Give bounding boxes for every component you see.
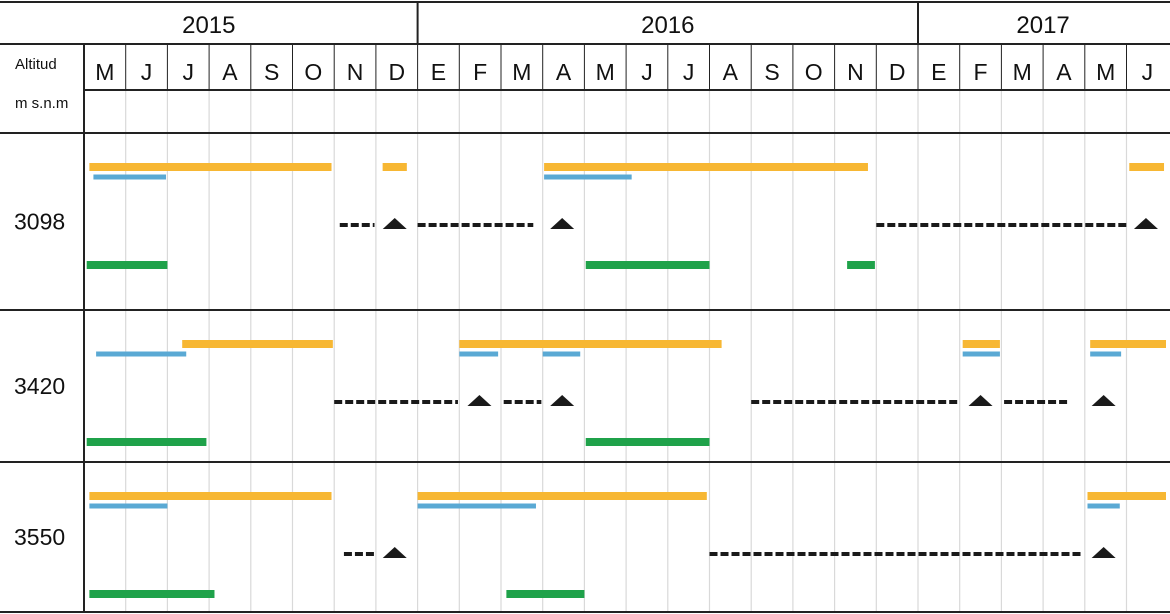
orange-bar xyxy=(962,340,1000,348)
orange-bar xyxy=(459,340,722,348)
altitude-label: 3098 xyxy=(14,209,65,235)
orange-bar xyxy=(89,163,332,171)
month-label: A xyxy=(1056,59,1072,85)
corner-header-unit: m s.n.m xyxy=(15,95,68,112)
triangle-marker xyxy=(1091,395,1116,406)
blue-bar xyxy=(93,174,167,180)
month-label: M xyxy=(1013,59,1032,85)
month-label: F xyxy=(974,59,988,85)
blue-bar xyxy=(417,503,536,509)
green-bar xyxy=(506,590,585,598)
year-label: 2016 xyxy=(641,12,694,39)
corner-header-altitud: Altitud xyxy=(15,56,57,73)
month-label: E xyxy=(431,59,446,85)
blue-bar xyxy=(1087,503,1120,509)
month-label: J xyxy=(641,59,653,85)
month-label: A xyxy=(222,59,238,85)
month-label: J xyxy=(183,59,195,85)
green-bar xyxy=(86,438,207,446)
orange-bar xyxy=(89,492,332,500)
blue-bar xyxy=(544,174,632,180)
orange-bar xyxy=(1090,340,1166,348)
month-label: M xyxy=(596,59,615,85)
orange-bar xyxy=(1129,163,1165,171)
altitude-label: 3550 xyxy=(14,524,65,550)
blue-bar xyxy=(89,503,168,509)
green-bar xyxy=(847,261,875,269)
orange-bar xyxy=(382,163,407,171)
month-label: O xyxy=(805,59,823,85)
month-label: S xyxy=(764,59,779,85)
green-bar xyxy=(89,590,215,598)
triangle-marker xyxy=(382,218,407,229)
triangle-marker xyxy=(1091,547,1116,558)
blue-bar xyxy=(96,351,187,357)
orange-bar xyxy=(544,163,868,171)
month-label: J xyxy=(1142,59,1154,85)
month-label: A xyxy=(723,59,739,85)
triangle-marker xyxy=(382,547,407,558)
blue-bar xyxy=(1090,351,1122,357)
year-label: 2017 xyxy=(1016,12,1069,39)
month-label: N xyxy=(347,59,364,85)
blue-bar xyxy=(459,351,499,357)
month-label: F xyxy=(473,59,487,85)
month-label: J xyxy=(141,59,153,85)
orange-bar xyxy=(1087,492,1166,500)
month-label: J xyxy=(683,59,695,85)
gridlines xyxy=(125,44,1128,612)
orange-bar xyxy=(417,492,707,500)
month-label: M xyxy=(1096,59,1115,85)
month-label: S xyxy=(264,59,279,85)
orange-bar xyxy=(182,340,333,348)
triangle-marker xyxy=(550,395,575,406)
month-label: M xyxy=(95,59,114,85)
month-label: O xyxy=(304,59,322,85)
green-bar xyxy=(585,438,710,446)
blue-bar xyxy=(542,351,581,357)
altitude-label: 3420 xyxy=(14,373,65,399)
green-bar xyxy=(86,261,168,269)
month-label: N xyxy=(847,59,864,85)
month-label: A xyxy=(556,59,572,85)
triangle-marker xyxy=(467,395,492,406)
month-label: D xyxy=(889,59,906,85)
month-label: M xyxy=(512,59,531,85)
blue-bar xyxy=(962,351,1000,357)
year-label: 2015 xyxy=(182,12,235,39)
bars xyxy=(86,163,1166,598)
triangle-marker xyxy=(968,395,993,406)
triangle-marker xyxy=(1133,218,1158,229)
triangle-marker xyxy=(550,218,575,229)
green-bar xyxy=(585,261,710,269)
month-label: E xyxy=(931,59,946,85)
month-label: D xyxy=(388,59,405,85)
